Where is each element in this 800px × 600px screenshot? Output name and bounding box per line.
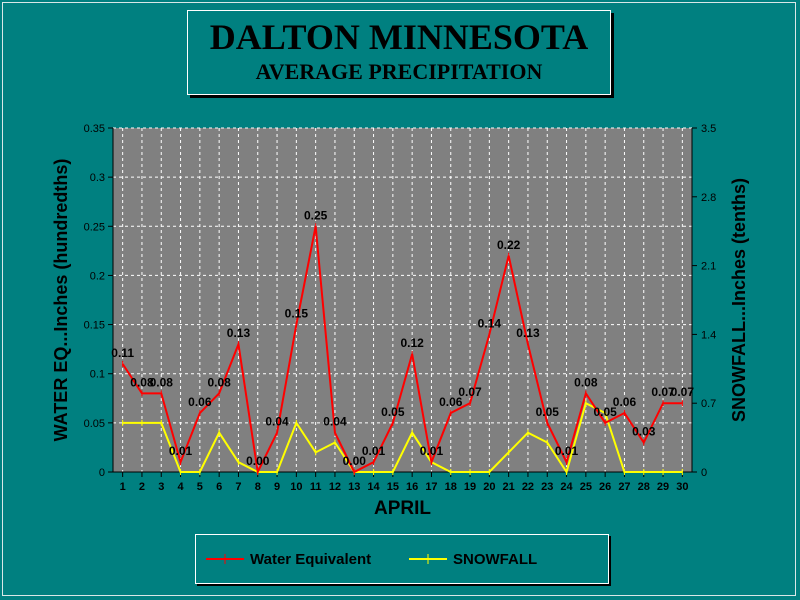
y-tick-label: 0.05 [84, 418, 105, 430]
data-label-water: 0.08 [207, 375, 231, 389]
data-label-water: 0.01 [420, 444, 444, 458]
y2-tick-label: 0.7 [701, 398, 716, 410]
data-label-water: 0.12 [400, 336, 424, 350]
x-tick-label: 13 [348, 481, 360, 493]
legend-item-snowfall: SNOWFALL [409, 549, 537, 569]
x-tick-label: 1 [120, 481, 126, 493]
x-tick-label: 4 [177, 481, 184, 493]
data-label-water: 0.07 [651, 385, 675, 399]
x-tick-label: 2 [139, 481, 145, 493]
x-tick-label: 24 [560, 481, 573, 493]
y2-tick-label: 1.4 [701, 329, 716, 341]
legend-swatch-snowfall [409, 554, 447, 564]
x-tick-label: 29 [657, 481, 669, 493]
x-tick-label: 12 [329, 481, 341, 493]
data-label-water: 0.07 [671, 385, 695, 399]
plot-area [113, 128, 692, 472]
x-tick-label: 22 [522, 481, 534, 493]
y-tick-label: 0.35 [84, 123, 105, 135]
data-label-water: 0.03 [632, 425, 656, 439]
series-line-water [121, 226, 683, 476]
y-axis-label: WATER EQ...Inches (hundredths) [51, 159, 71, 442]
y-tick-label: 0.2 [90, 270, 105, 282]
x-tick-label: 30 [676, 481, 688, 493]
data-label-water: 0.04 [265, 415, 289, 429]
data-label-water: 0.05 [381, 405, 405, 419]
data-label-water: 0.08 [150, 375, 174, 389]
legend-item-water: Water Equivalent [206, 549, 371, 569]
x-tick-label: 21 [503, 481, 515, 493]
data-label-water: 0.00 [343, 454, 367, 468]
y-tick-label: 0.25 [84, 221, 105, 233]
title-box: DALTON MINNESOTA AVERAGE PRECIPITATION [187, 10, 611, 95]
x-tick-label: 15 [387, 481, 399, 493]
series-line-snowfall [122, 401, 683, 475]
data-label-water: 0.25 [304, 208, 328, 222]
legend-label-snowfall: SNOWFALL [453, 550, 538, 568]
x-tick-label: 3 [158, 481, 164, 493]
x-tick-label: 26 [599, 481, 611, 493]
legend-label-water: Water Equivalent [250, 550, 372, 568]
data-label-water: 0.05 [536, 405, 560, 419]
x-tick-label: 5 [197, 481, 203, 493]
chart-subtitle: AVERAGE PRECIPITATION [255, 59, 543, 84]
data-label-water: 0.07 [458, 385, 482, 399]
x-tick-label: 19 [464, 481, 476, 493]
x-tick-label: 17 [425, 481, 437, 493]
x-tick-label: 18 [445, 481, 457, 493]
data-label-water: 0.06 [613, 395, 637, 409]
x-tick-label: 28 [638, 481, 650, 493]
data-label-water: 0.08 [130, 375, 154, 389]
data-label-water: 0.14 [478, 316, 502, 330]
data-label-water: 0.13 [516, 326, 540, 340]
y-tick-label: 0.3 [90, 172, 105, 184]
x-axis-label: APRIL [374, 498, 431, 519]
legend: Water Equivalent SNOWFALL [195, 534, 609, 584]
y2-tick-label: 0 [701, 467, 707, 479]
chart-title: DALTON MINNESOTA [209, 17, 589, 57]
data-label-water: 0.08 [574, 375, 598, 389]
x-tick-label: 9 [274, 481, 280, 493]
data-label-water: 0.22 [497, 238, 521, 252]
x-tick-label: 8 [255, 481, 261, 493]
data-label-water: 0.01 [169, 444, 193, 458]
y2-tick-label: 3.5 [701, 123, 716, 135]
data-label-water: 0.01 [362, 444, 386, 458]
data-label-water: 0.11 [111, 346, 134, 360]
x-tick-label: 7 [235, 481, 241, 493]
x-tick-label: 6 [216, 481, 222, 493]
data-label-water: 0.00 [246, 454, 270, 468]
x-tick-label: 14 [367, 481, 380, 493]
y-tick-label: 0 [99, 467, 105, 479]
x-tick-label: 25 [580, 481, 592, 493]
data-label-water: 0.13 [227, 326, 251, 340]
y-tick-label: 0.15 [84, 320, 105, 332]
x-tick-label: 20 [483, 481, 495, 493]
y2-tick-label: 2.1 [701, 261, 716, 273]
x-tick-label: 27 [618, 481, 630, 493]
x-tick-label: 11 [310, 481, 322, 493]
data-label-water: 0.05 [593, 405, 617, 419]
data-label-water: 0.06 [188, 395, 212, 409]
data-label-water: 0.01 [555, 444, 579, 458]
x-tick-label: 16 [406, 481, 418, 493]
y2-axis-label: SNOWFALL...Inches (tenths) [729, 178, 749, 422]
x-tick-label: 23 [541, 481, 553, 493]
legend-swatch-water [206, 554, 244, 564]
data-label-water: 0.04 [323, 415, 347, 429]
y2-tick-label: 2.8 [701, 192, 716, 204]
y-tick-label: 0.1 [90, 369, 105, 381]
x-tick-label: 10 [290, 481, 302, 493]
data-label-water: 0.15 [285, 307, 309, 321]
data-label-water: 0.06 [439, 395, 463, 409]
